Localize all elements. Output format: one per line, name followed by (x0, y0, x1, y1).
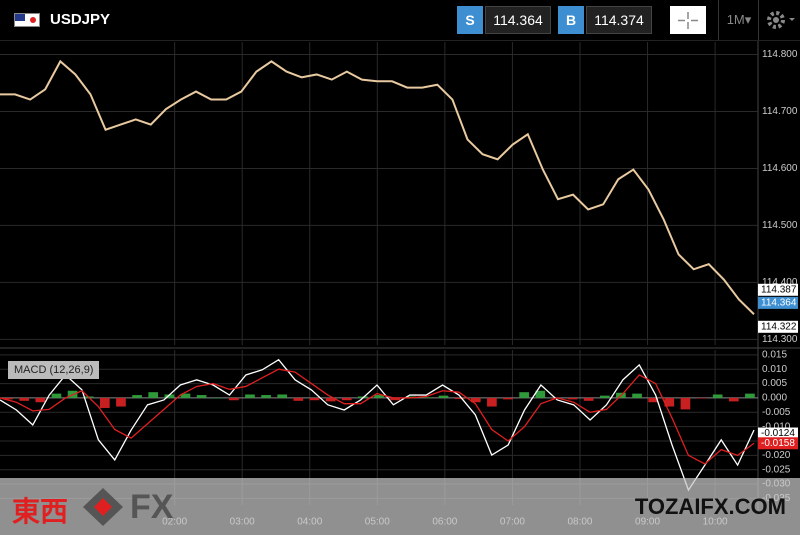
y-tick-label: -0.005 (762, 407, 791, 418)
site: TOZAIFX.COM (634, 494, 786, 519)
histogram-bar (3, 397, 13, 400)
histogram-bar (696, 397, 707, 399)
histogram-bar (728, 397, 739, 402)
y-tick-label: 114.500 (762, 220, 798, 231)
y-tick-label: -0.020 (762, 450, 791, 461)
crosshair-button[interactable] (670, 6, 706, 34)
value-marker-label: 114.364 (761, 298, 797, 309)
histogram-bar (535, 390, 546, 398)
y-tick-label: -0.010 (762, 421, 791, 432)
histogram-bar (277, 394, 288, 398)
y-tick-label: 114.800 (762, 49, 798, 60)
series-line (0, 368, 755, 465)
histogram-bar (245, 394, 255, 398)
value-marker-label: -0.0124 (761, 428, 795, 439)
histogram-bar (519, 392, 529, 398)
histogram-bar (712, 394, 723, 398)
histogram-bar (487, 397, 497, 407)
toolbar: USDJPY S 114.364 B 114.374 1M▾ (0, 0, 800, 41)
histogram-bar (180, 393, 191, 398)
histogram-bar (35, 397, 46, 403)
value-marker-label: -0.0158 (761, 438, 795, 449)
value-marker (758, 320, 798, 333)
y-tick-label: 0.000 (762, 393, 787, 404)
histogram-bar (164, 394, 175, 398)
value-marker-label: 114.387 (761, 284, 797, 295)
histogram-bar (51, 393, 62, 398)
histogram-bar (438, 395, 449, 398)
value-marker (758, 283, 798, 296)
timeframe[interactable]: 1M▾ (718, 0, 759, 40)
y-tick-label: 0.010 (762, 364, 787, 375)
buy-price[interactable]: 114.374 (586, 6, 652, 34)
y-tick-label: 0.015 (762, 350, 787, 361)
histogram-bar (261, 395, 271, 398)
histogram-bar (390, 397, 400, 401)
histogram-bar (148, 392, 159, 398)
histogram-bar (422, 397, 433, 398)
indicator-label[interactable]: MACD (12,26,9) (8, 361, 100, 379)
timeframe-label: 1M (726, 12, 745, 27)
histogram-bar (325, 397, 336, 402)
histogram-bar (470, 397, 481, 403)
value-marker-label: 114.322 (761, 321, 797, 332)
buy-button[interactable]: B (558, 6, 584, 34)
histogram-bar (116, 397, 126, 407)
y-tick-label: 114.700 (762, 106, 798, 117)
histogram-bar (599, 395, 610, 398)
value-marker (758, 437, 798, 450)
watermark: 東西 FX TOZAIFX.COM (0, 478, 800, 535)
settings-button[interactable] (758, 0, 800, 40)
histogram-bar (99, 397, 110, 408)
brand-fx: FX (130, 488, 174, 526)
histogram-bar (374, 395, 384, 398)
histogram-bar (583, 397, 594, 401)
histogram-bar (341, 397, 352, 401)
histogram-bar (293, 397, 304, 401)
y-tick-label: 114.400 (762, 277, 798, 288)
histogram-bar (212, 397, 223, 399)
histogram-bar (454, 397, 465, 400)
y-tick-label: 114.600 (762, 163, 798, 174)
y-tick-label: -0.025 (762, 464, 791, 475)
histogram-bar (632, 393, 642, 398)
histogram-bar (229, 397, 239, 401)
brand: 東西 (12, 495, 69, 528)
histogram-bar (196, 395, 207, 398)
series-line (0, 59, 755, 315)
flag-icon (14, 13, 40, 27)
series-line (0, 358, 755, 492)
y-tick-label: 114.300 (762, 334, 798, 345)
value-marker (758, 427, 798, 440)
histogram-bar (664, 397, 675, 407)
sell-button[interactable]: S (457, 6, 483, 34)
histogram-bar (132, 395, 142, 398)
symbol[interactable]: USDJPY (50, 11, 111, 28)
histogram-bar (680, 397, 691, 410)
histogram-bar (309, 397, 320, 401)
histogram-bar (745, 393, 755, 398)
value-marker (758, 296, 798, 309)
histogram-bar (503, 397, 513, 400)
sell-price[interactable]: 114.364 (485, 6, 551, 34)
histogram-bar (648, 397, 659, 403)
histogram-bar (19, 397, 30, 401)
y-tick-label: 0.005 (762, 378, 787, 389)
histogram-bar (567, 397, 578, 400)
logo-icon (83, 488, 123, 526)
